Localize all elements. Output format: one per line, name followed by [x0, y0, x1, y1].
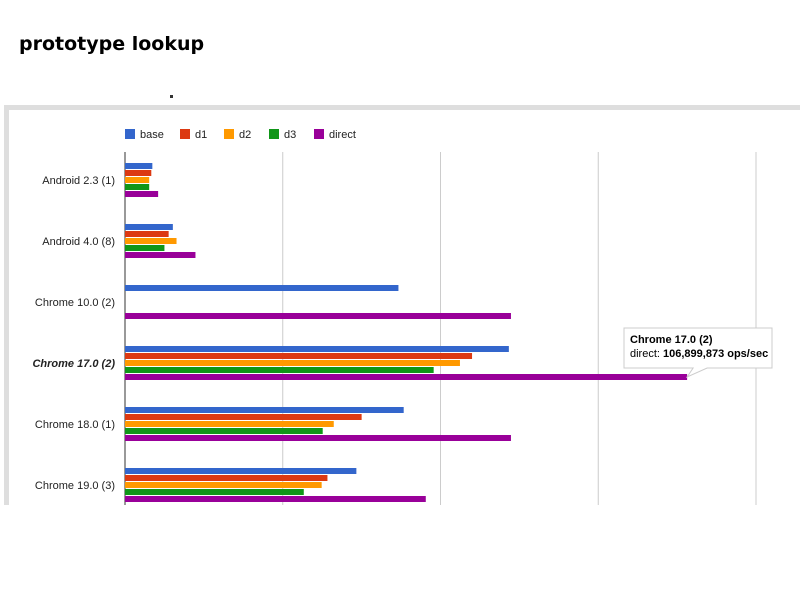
bar-direct[interactable] [125, 435, 511, 441]
legend-swatch-base[interactable] [125, 129, 135, 139]
page-title: prototype lookup [19, 33, 205, 55]
category-label: Chrome 18.0 (1) [35, 419, 115, 431]
legend-label-direct[interactable]: direct [329, 129, 356, 141]
bar-direct[interactable] [125, 496, 426, 502]
dot-marker [170, 95, 173, 98]
bar-base[interactable] [125, 285, 399, 291]
bar-base[interactable] [125, 163, 153, 169]
legend-swatch-d2[interactable] [224, 129, 234, 139]
category-label: Chrome 17.0 (2) [32, 358, 115, 370]
bar-chart: base d1 d2 d3 direct Android 2.3 (1) Android 4… [32, 129, 773, 505]
bar-d1[interactable] [125, 231, 169, 237]
legend-swatch-direct[interactable] [314, 129, 324, 139]
bar-d1[interactable] [125, 475, 328, 481]
bar-direct[interactable] [125, 374, 688, 380]
bar-d1[interactable] [125, 170, 152, 176]
legend-label-d3[interactable]: d3 [284, 129, 296, 141]
chart-frame: base d1 d2 d3 direct Android 2.3 (1) Android 4… [4, 105, 800, 505]
bar-d3[interactable] [125, 428, 323, 434]
legend-label-d2[interactable]: d2 [239, 129, 251, 141]
bar-d3[interactable] [125, 489, 304, 495]
legend-label-d1[interactable]: d1 [195, 129, 207, 141]
bar-direct[interactable] [125, 252, 196, 258]
bar-d1[interactable] [125, 414, 362, 420]
bar-base[interactable] [125, 407, 404, 413]
legend-label-base[interactable]: base [140, 129, 164, 141]
bar-d1[interactable] [125, 353, 473, 359]
bar-d2[interactable] [125, 421, 334, 427]
bar-d2[interactable] [125, 238, 177, 244]
legend-swatch-d3[interactable] [269, 129, 279, 139]
bar-d3[interactable] [125, 245, 165, 251]
tooltip-value: direct: 106,899,873 ops/sec [630, 348, 768, 360]
bar-base[interactable] [125, 224, 173, 230]
tooltip-box [623, 327, 773, 379]
bar-d2[interactable] [125, 177, 150, 183]
bar-d3[interactable] [125, 184, 150, 190]
legend-swatch-d1[interactable] [180, 129, 190, 139]
bar-direct[interactable] [125, 313, 511, 319]
bar-d2[interactable] [125, 360, 460, 366]
category-label: Chrome 10.0 (2) [35, 297, 115, 309]
bar-base[interactable] [125, 346, 509, 352]
category-label: Android 4.0 (8) [42, 236, 115, 248]
bar-base[interactable] [125, 468, 357, 474]
category-label: Chrome 19.0 (3) [35, 480, 115, 492]
bar-d2[interactable] [125, 482, 322, 488]
category-label: Android 2.3 (1) [42, 175, 115, 187]
bar-direct[interactable] [125, 191, 159, 197]
tooltip-title: Chrome 17.0 (2) [630, 334, 713, 346]
bar-d3[interactable] [125, 367, 434, 373]
